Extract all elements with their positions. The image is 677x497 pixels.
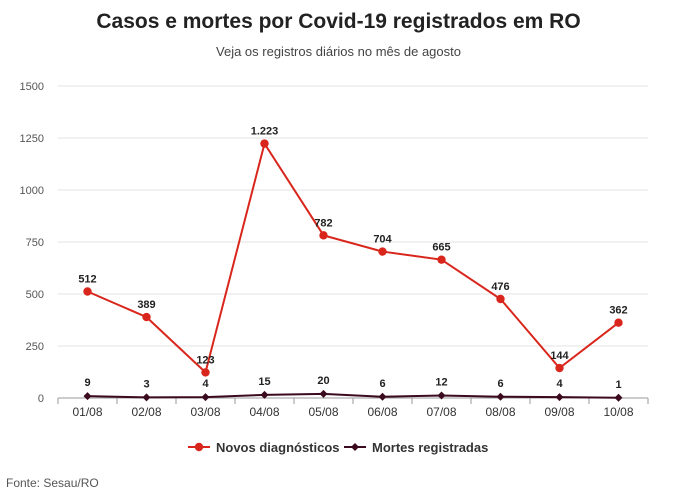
data-label: 512 [78, 274, 96, 286]
data-label: 6 [379, 378, 385, 390]
data-point [201, 393, 210, 402]
data-point [496, 392, 505, 401]
data-point [201, 368, 210, 377]
data-label: 6 [497, 378, 503, 390]
data-label: 12 [435, 377, 447, 389]
data-label: 4 [556, 378, 563, 390]
x-tick-label: 07/08 [426, 405, 456, 419]
data-point [437, 255, 446, 264]
data-label: 4 [202, 378, 209, 390]
y-tick-label: 750 [26, 237, 44, 249]
data-point [319, 231, 328, 240]
data-label: 782 [314, 217, 332, 229]
data-point [83, 287, 92, 296]
legend-label: Novos diagnósticos [216, 440, 340, 455]
x-tick-label: 02/08 [131, 405, 161, 419]
data-point [83, 392, 92, 401]
data-label: 362 [609, 305, 627, 317]
x-tick-label: 10/08 [603, 405, 633, 419]
data-point [437, 391, 446, 400]
data-point [555, 393, 564, 402]
data-point [142, 312, 151, 322]
data-point [614, 393, 623, 402]
x-tick-label: 05/08 [308, 405, 338, 419]
data-label: 476 [491, 281, 509, 293]
y-tick-label: 500 [26, 289, 44, 301]
x-tick-label: 04/08 [249, 405, 279, 419]
x-tick-label: 09/08 [544, 405, 574, 419]
data-label: 1 [615, 379, 621, 391]
data-label: 9 [84, 377, 90, 389]
line-chart: 0 250 500 750 1000 1250 1500 01/08 02/08 03/08 04/… [20, 81, 649, 455]
y-tick-label: 1500 [20, 81, 44, 93]
y-tick-label: 0 [38, 393, 44, 405]
y-tick-label: 1250 [20, 133, 44, 145]
data-point [496, 294, 505, 304]
data-point [260, 139, 269, 148]
data-label: 123 [196, 354, 214, 366]
y-tick-label: 1000 [20, 185, 44, 197]
series-line-2 [87, 392, 619, 399]
legend-marker [194, 442, 204, 452]
data-label: 665 [432, 242, 450, 254]
data-label: 20 [317, 375, 329, 387]
data-point [260, 390, 269, 399]
x-tick-label: 01/08 [72, 405, 102, 419]
data-point [555, 363, 564, 373]
chart-title: Casos e mortes por Covid-19 registrados … [96, 10, 581, 33]
legend-label: Mortes registradas [372, 440, 488, 455]
x-tick-label: 03/08 [190, 405, 220, 419]
series-line-1 [87, 141, 620, 375]
data-point [319, 389, 328, 398]
data-point [142, 393, 151, 402]
legend-marker [351, 443, 359, 451]
data-label: 3 [143, 378, 149, 390]
data-point [378, 247, 387, 256]
data-label: 15 [258, 376, 270, 388]
y-tick-label: 250 [26, 341, 44, 353]
data-label: 1.223 [251, 126, 279, 138]
x-tick-label: 08/08 [485, 405, 515, 419]
x-tick-label: 06/08 [367, 405, 397, 419]
data-label: 704 [373, 234, 392, 246]
source-note: Fonte: Sesau/RO [6, 476, 99, 490]
data-point [378, 392, 387, 401]
data-label: 144 [550, 350, 569, 362]
data-label: 389 [137, 299, 155, 311]
data-point [614, 318, 623, 327]
chart-subtitle: Veja os registros diários no mês de agos… [216, 44, 461, 59]
